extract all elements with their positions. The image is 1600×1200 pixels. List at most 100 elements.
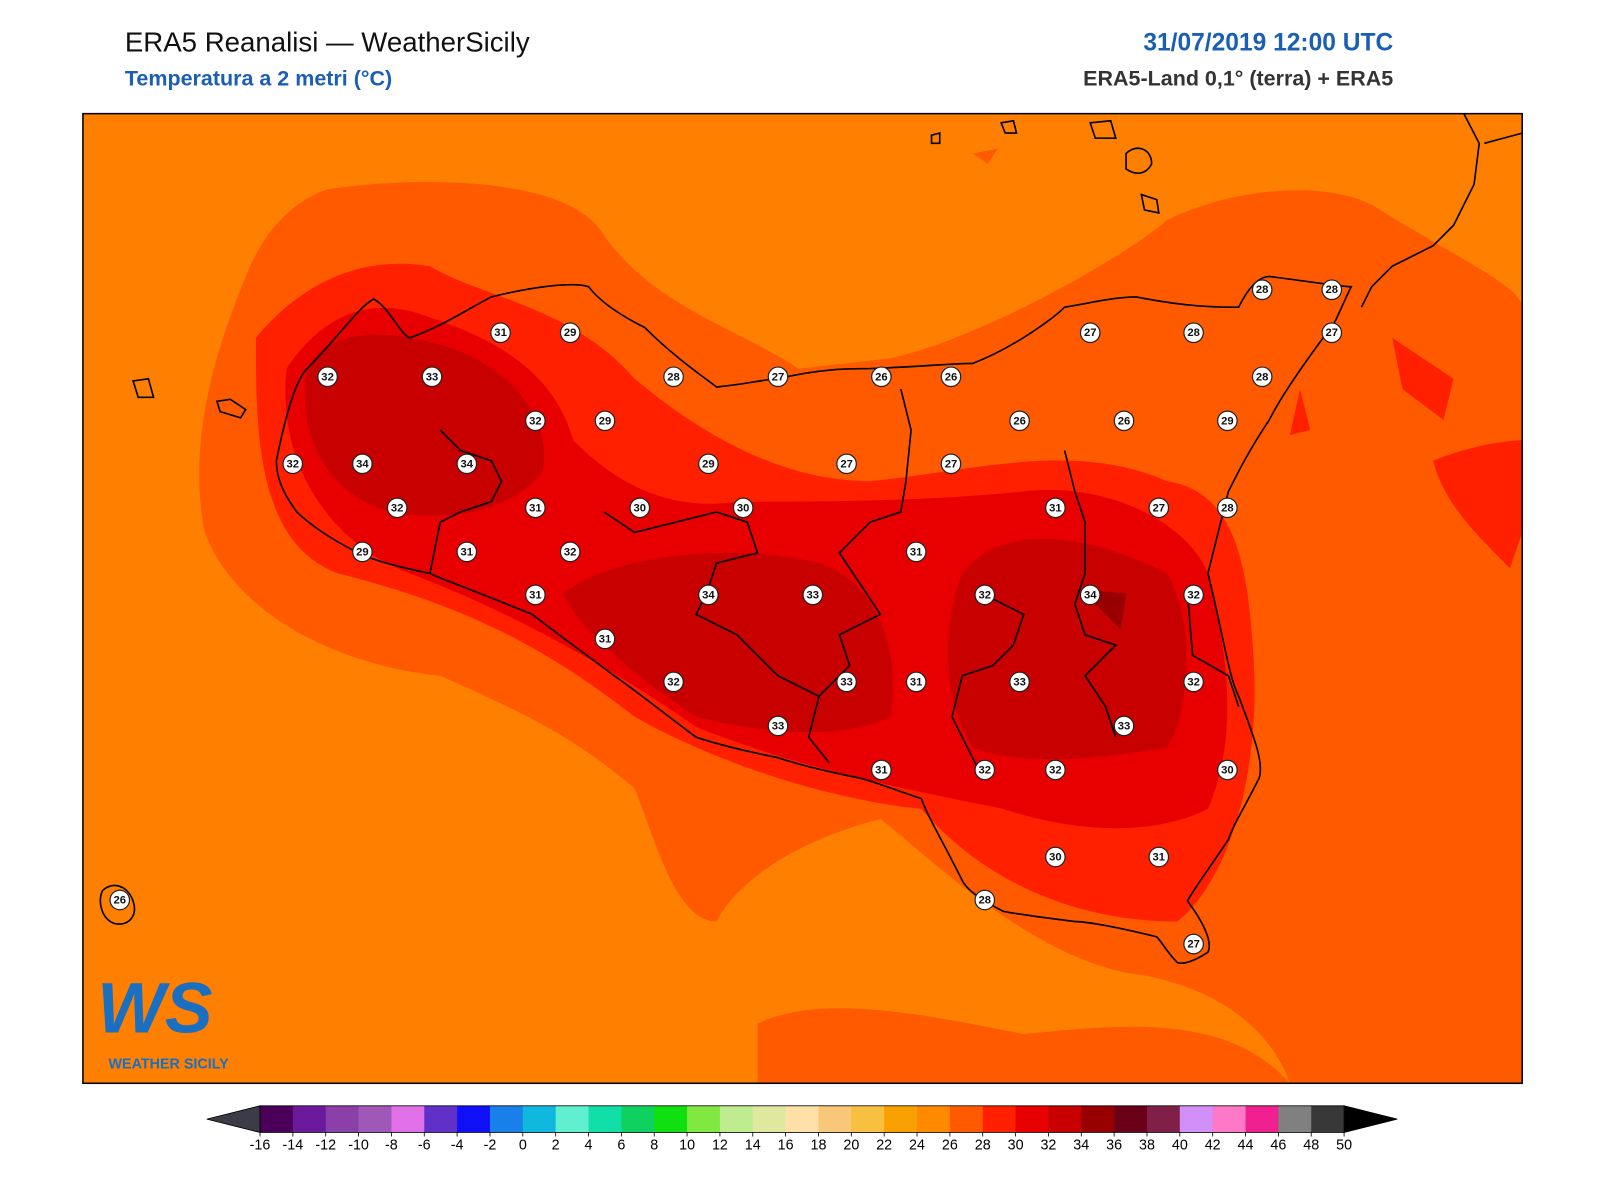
station-value: 28 bbox=[1326, 284, 1339, 296]
station-marker bbox=[525, 584, 546, 606]
colorbar: -16 -14 -12 -10 -8 -6 -4 -2 0 2 4 6 8 10 12 14 16 18 20 22 2… bbox=[206, 1105, 1398, 1154]
station-value: 32 bbox=[1187, 589, 1200, 601]
station-marker bbox=[1321, 322, 1343, 344]
station-marker bbox=[109, 889, 131, 911]
colorbar-over bbox=[1343, 1105, 1398, 1133]
station-marker bbox=[871, 759, 892, 781]
station-value: 31 bbox=[529, 502, 542, 514]
temperature-field bbox=[82, 113, 1523, 1084]
colorbar-tick-label: -4 bbox=[451, 1138, 464, 1154]
colorbar-tick-label: 12 bbox=[712, 1138, 728, 1154]
station-marker bbox=[836, 671, 857, 693]
station-value: 31 bbox=[1049, 502, 1062, 514]
station-value: 30 bbox=[737, 502, 750, 514]
colorbar-tick-label: 44 bbox=[1238, 1138, 1254, 1154]
datetime: 31/07/2019 12:00 UTC bbox=[1143, 30, 1393, 57]
station-marker bbox=[1251, 366, 1273, 388]
colorbar-tick-label: -6 bbox=[418, 1138, 431, 1154]
colorbar-bin bbox=[851, 1105, 885, 1133]
station-marker bbox=[974, 889, 996, 911]
station-value: 33 bbox=[426, 371, 439, 383]
station-value: 32 bbox=[1049, 764, 1062, 776]
colorbar-bin bbox=[1212, 1105, 1247, 1133]
station-value: 31 bbox=[494, 327, 507, 339]
station-value: 32 bbox=[667, 676, 680, 688]
colorbar-bin bbox=[917, 1105, 951, 1133]
station-value: 28 bbox=[1187, 327, 1200, 339]
colorbar-tick-label: 48 bbox=[1303, 1138, 1319, 1154]
subtitle: Temperatura a 2 metri (°C) bbox=[125, 67, 392, 91]
station-value: 34 bbox=[1084, 589, 1097, 601]
station-value: 30 bbox=[1049, 851, 1062, 863]
station-marker bbox=[1045, 846, 1066, 868]
station-value: 28 bbox=[1256, 284, 1269, 296]
colorbar-bin bbox=[1179, 1105, 1214, 1133]
station-value: 26 bbox=[1013, 415, 1026, 427]
colorbar-tick-label: 20 bbox=[843, 1138, 859, 1154]
station-value: 26 bbox=[1118, 415, 1131, 427]
station-marker bbox=[1183, 933, 1204, 955]
station-value: 27 bbox=[1084, 327, 1097, 339]
field-30-32-sea bbox=[1392, 337, 1454, 420]
station-marker bbox=[1113, 410, 1135, 432]
colorbar-tick-label: -10 bbox=[348, 1138, 369, 1154]
station-marker bbox=[456, 541, 478, 563]
colorbar-tick-label: 16 bbox=[778, 1138, 794, 1154]
station-marker bbox=[871, 366, 892, 388]
station-marker bbox=[1079, 584, 1101, 606]
station-value: 32 bbox=[391, 502, 404, 514]
station-marker bbox=[594, 628, 616, 650]
station-marker bbox=[663, 366, 684, 388]
colorbar-bin bbox=[654, 1105, 688, 1133]
colorbar-tick-label: 40 bbox=[1172, 1138, 1188, 1154]
station-value: 29 bbox=[599, 415, 612, 427]
colorbar-bin bbox=[555, 1105, 590, 1133]
station-marker bbox=[767, 366, 789, 388]
station-value: 33 bbox=[1118, 720, 1131, 732]
colorbar-bin bbox=[1311, 1105, 1345, 1133]
colorbar-tick-label: 2 bbox=[552, 1138, 560, 1154]
station-marker bbox=[1183, 322, 1204, 344]
station-marker bbox=[698, 453, 719, 475]
station-value: 34 bbox=[461, 458, 474, 470]
station-value: 32 bbox=[321, 371, 334, 383]
station-marker bbox=[525, 497, 546, 519]
station-marker bbox=[282, 453, 304, 475]
colorbar-bin bbox=[1278, 1105, 1312, 1133]
station-value: 27 bbox=[1187, 939, 1200, 951]
colorbar-bin bbox=[982, 1105, 1017, 1133]
colorbar-tick-label: 38 bbox=[1139, 1138, 1155, 1154]
station-marker bbox=[594, 410, 616, 432]
colorbar-tick-label: 32 bbox=[1040, 1138, 1056, 1154]
station-labels: 28 28 31 29 27 28 27 32 33 28 27 26 26 28 32 29 26 26 29 32… bbox=[109, 279, 1343, 955]
station-marker bbox=[1321, 279, 1343, 301]
station-value: 29 bbox=[564, 327, 577, 339]
station-marker bbox=[1251, 279, 1273, 301]
station-marker bbox=[1183, 671, 1204, 693]
station-value: 29 bbox=[356, 546, 369, 558]
station-marker bbox=[456, 453, 478, 475]
colorbar-bin bbox=[391, 1105, 425, 1133]
station-value: 28 bbox=[979, 894, 992, 906]
station-value: 31 bbox=[461, 546, 474, 558]
station-marker bbox=[352, 541, 373, 563]
station-marker bbox=[1009, 671, 1030, 693]
station-marker bbox=[559, 322, 581, 344]
station-value: 34 bbox=[702, 589, 715, 601]
station-value: 31 bbox=[875, 764, 888, 776]
colorbar-tick-label: 8 bbox=[650, 1138, 658, 1154]
map-frame bbox=[82, 112, 1523, 1085]
field-30-32-spot bbox=[1289, 389, 1311, 436]
title: ERA5 Reanalisi — WeatherSicily bbox=[125, 26, 530, 57]
station-marker bbox=[974, 759, 996, 781]
station-marker bbox=[905, 671, 927, 693]
colorbar-tick-label: 22 bbox=[876, 1138, 892, 1154]
station-marker bbox=[1217, 410, 1238, 432]
station-marker bbox=[1217, 497, 1238, 519]
colorbar-bin bbox=[1048, 1105, 1082, 1133]
station-marker bbox=[940, 366, 962, 388]
colorbar-outline bbox=[259, 1105, 1345, 1133]
colorbar-tick-label: 10 bbox=[679, 1138, 695, 1154]
colorbar-tick-label: 24 bbox=[909, 1138, 925, 1154]
